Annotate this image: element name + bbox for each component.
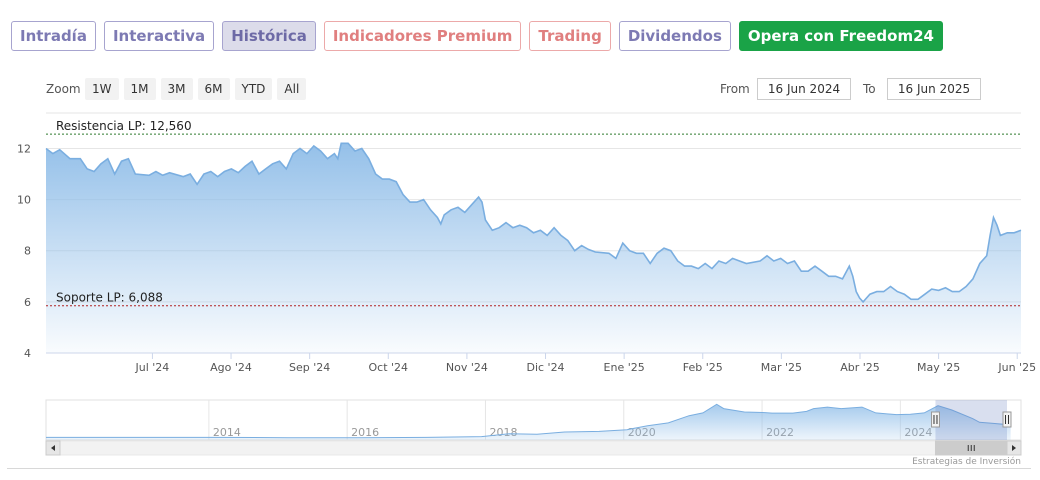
zoom-label: Zoom (46, 82, 81, 96)
navigator-left-handle[interactable] (930, 411, 940, 428)
tab-intradia[interactable]: Intradía (11, 21, 96, 51)
x-tick-label: Jun '25 (997, 361, 1036, 374)
from-date-input[interactable]: 16 Jun 2024 (757, 78, 851, 100)
x-tick-label: Ago '24 (210, 361, 252, 374)
zoom-all-button[interactable]: All (277, 78, 307, 100)
to-label: To (863, 82, 876, 96)
tab-interactiva[interactable]: Interactiva (103, 21, 215, 51)
support-label: Soporte LP: 6,088 (56, 291, 163, 305)
y-tick-label: 8 (24, 245, 31, 258)
scrollbar-track[interactable] (45, 440, 1022, 456)
opera-freedom24-button[interactable]: Opera con Freedom24 (738, 21, 943, 51)
y-tick-label: 10 (17, 194, 31, 207)
zoom-1m-button[interactable]: 1M (123, 78, 156, 100)
tab-historica[interactable]: Histórica (222, 21, 316, 51)
from-label: From (720, 82, 750, 96)
price-line (45, 142, 1022, 304)
bottom-divider (7, 468, 1031, 469)
navigator-year-label: 2016 (351, 426, 379, 439)
navigator-line (46, 403, 1011, 439)
navigator-selection[interactable] (935, 400, 1007, 440)
x-tick-label: Ene '25 (604, 361, 645, 374)
chart-credits[interactable]: Estrategias de Inversión (912, 456, 1021, 467)
zoom-buttons: 1W 1M 3M 6M YTD All (85, 78, 307, 100)
scroll-right-arrow-icon (1012, 445, 1016, 451)
tab-bar: Intradía Interactiva Histórica Indicadores … (11, 21, 943, 51)
x-tick-label: Nov '24 (446, 361, 488, 374)
navigator-area (46, 404, 1011, 440)
x-tick-label: Dic '24 (526, 361, 564, 374)
scrollbar-grip-icon (967, 445, 975, 451)
to-date-input[interactable]: 16 Jun 2025 (887, 78, 981, 100)
zoom-3m-button[interactable]: 3M (160, 78, 193, 100)
x-tick-label: May '25 (917, 361, 960, 374)
zoom-1w-button[interactable]: 1W (85, 78, 119, 100)
price-area (46, 143, 1021, 353)
scroll-left-arrow-icon (51, 445, 55, 451)
resistance-label: Resistencia LP: 12,560 (56, 119, 192, 133)
zoom-ytd-button[interactable]: YTD (234, 78, 273, 100)
x-tick-label: Jul '24 (135, 361, 170, 374)
y-tick-label: 12 (17, 142, 31, 155)
navigator-handle-body[interactable] (930, 411, 940, 428)
x-tick-label: Sep '24 (289, 361, 330, 374)
tab-trading[interactable]: Trading (529, 21, 611, 51)
x-tick-label: Abr '25 (840, 361, 880, 374)
tab-indicadores-premium[interactable]: Indicadores Premium (323, 21, 522, 51)
y-tick-label: 4 (24, 347, 31, 360)
zoom-6m-button[interactable]: 6M (197, 78, 230, 100)
x-tick-label: Feb '25 (683, 361, 723, 374)
y-tick-label: 6 (24, 296, 31, 309)
x-tick-label: Mar '25 (761, 361, 802, 374)
navigator-right-handle[interactable] (1002, 411, 1012, 428)
tab-dividendos[interactable]: Dividendos (618, 21, 731, 51)
navigator-year-label: 2014 (213, 426, 241, 439)
navigator-handle-body[interactable] (1002, 411, 1012, 428)
x-tick-label: Oct '24 (369, 361, 409, 374)
